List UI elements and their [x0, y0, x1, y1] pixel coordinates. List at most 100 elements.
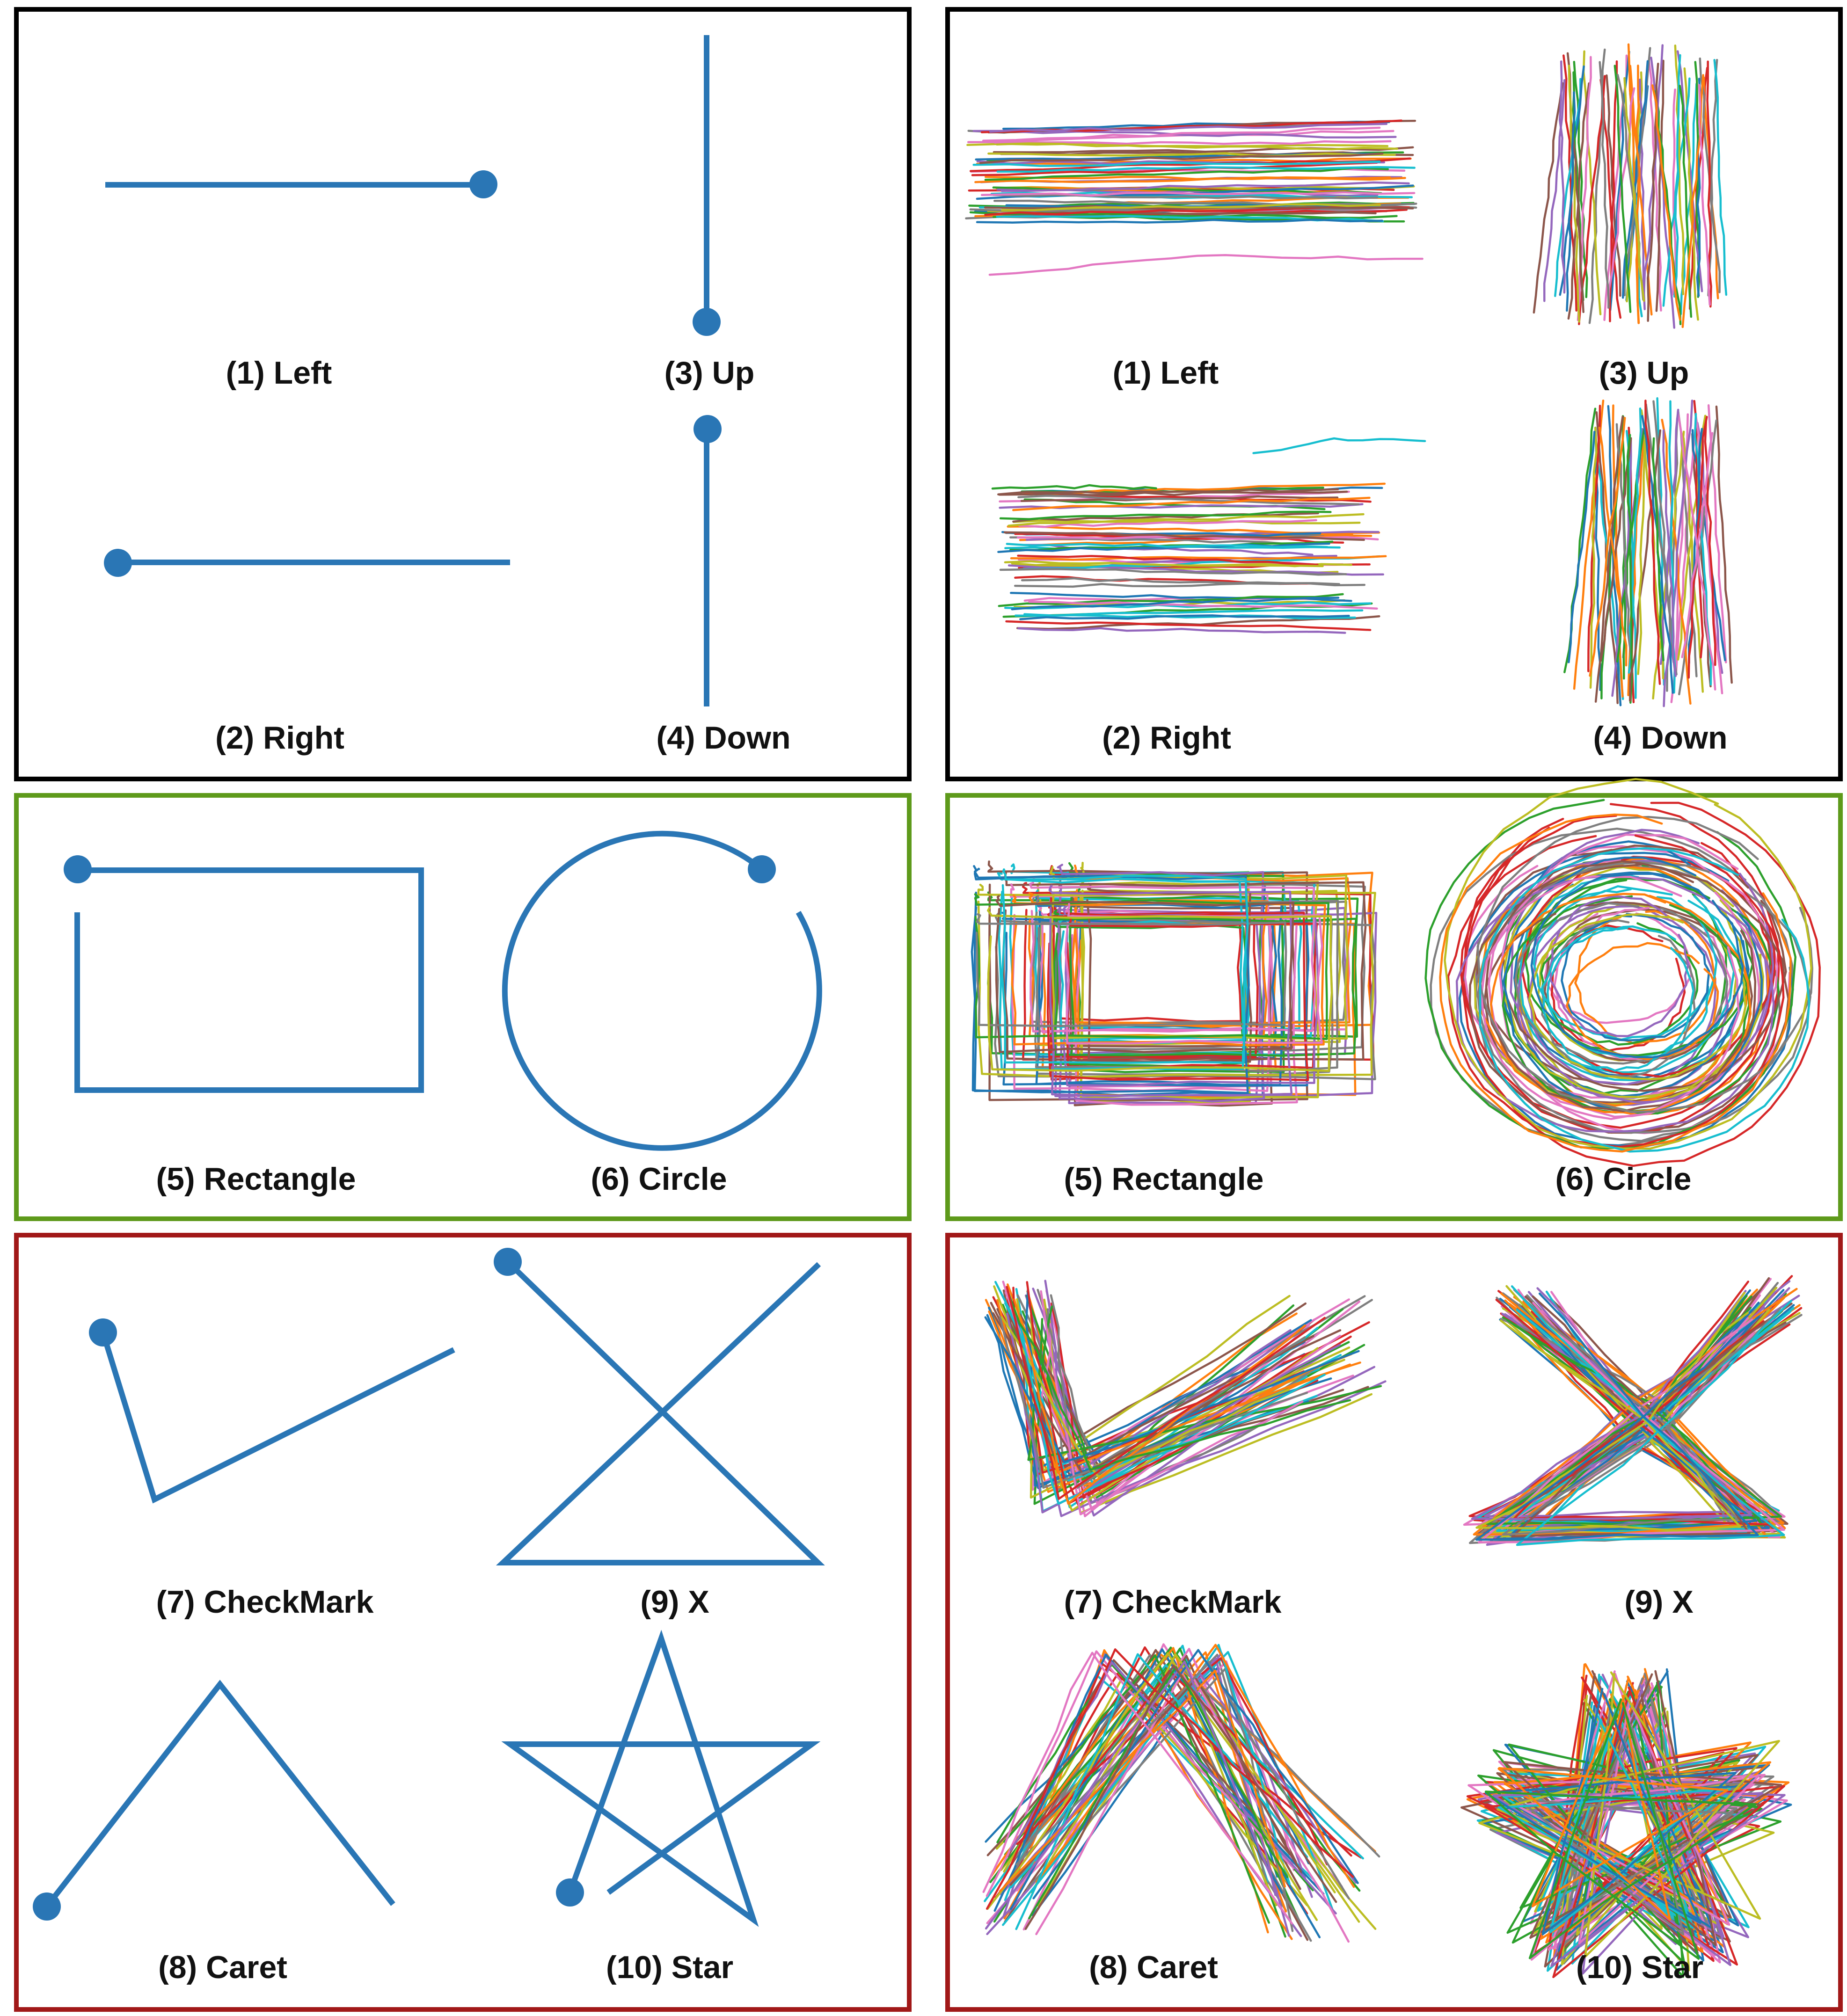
trace-rectangle	[975, 913, 1287, 1027]
trace-x	[1477, 1302, 1785, 1543]
user-traces	[965, 43, 1821, 1979]
template-down-start-dot	[694, 415, 722, 443]
trace-left	[972, 130, 1397, 138]
trace-left	[993, 199, 1417, 206]
label-x-traces: (9) X	[1624, 1584, 1693, 1620]
trace-caret	[1003, 1654, 1270, 1924]
trace-circle	[1479, 847, 1810, 1153]
trace-up	[1577, 56, 1592, 321]
trace-down	[1661, 419, 1692, 705]
label-caret-template: (8) Caret	[158, 1950, 287, 1985]
trace-left	[972, 160, 1381, 167]
trace-rectangle	[1029, 876, 1316, 1033]
trace-right	[1003, 531, 1365, 541]
trace-right	[1009, 540, 1334, 551]
trace-up	[1568, 65, 1580, 323]
trace-left	[995, 142, 1398, 151]
trace-checkmark	[992, 1312, 1342, 1476]
label-down-traces: (4) Down	[1593, 720, 1727, 756]
trace-right	[1010, 555, 1387, 561]
trace-circle	[1533, 888, 1718, 1041]
trace-right	[998, 490, 1348, 496]
trace-rectangle	[971, 865, 1250, 1094]
label-up-template: (3) Up	[664, 355, 755, 391]
template-x-start-dot	[494, 1248, 522, 1276]
trace-circle	[1480, 875, 1740, 1120]
trace-right	[1012, 496, 1371, 511]
trace-left	[996, 181, 1410, 192]
template-left-start-dot	[469, 170, 497, 198]
template-panel-complex	[14, 1233, 912, 2012]
trace-circle	[1519, 873, 1735, 1074]
trace-left	[982, 126, 1381, 142]
trace-down	[1599, 437, 1632, 662]
trace-rectangle	[1009, 863, 1287, 1056]
trace-left	[989, 123, 1388, 133]
trace-rectangle	[974, 893, 1330, 1040]
trace-down	[1681, 432, 1714, 658]
label-circle-template: (6) Circle	[591, 1161, 727, 1197]
label-rectangle-traces: (5) Rectangle	[1064, 1161, 1264, 1197]
trace-left	[976, 157, 1412, 165]
trace-circle	[1459, 852, 1794, 1148]
label-left-traces: (1) Left	[1113, 355, 1219, 391]
trace-down	[1589, 417, 1626, 677]
trace-up	[1613, 65, 1632, 313]
trace-right	[1004, 560, 1324, 568]
template-panel-shapes	[14, 793, 912, 1221]
trace-up	[1672, 88, 1677, 296]
trace-circle	[1485, 860, 1757, 1113]
trace-circle	[1439, 813, 1792, 1153]
trace-circle	[1502, 856, 1763, 1113]
trace-checkmark	[986, 1314, 1312, 1490]
trace-caret	[985, 1660, 1290, 1937]
trace-circle	[1549, 895, 1690, 1037]
label-left-template: (1) Left	[226, 355, 332, 391]
trace-rectangle	[1022, 882, 1375, 1061]
trace-up	[1676, 50, 1703, 292]
trace-caret	[1024, 1664, 1337, 1930]
label-checkmark-traces: (7) CheckMark	[1064, 1584, 1282, 1620]
trace-panel-complex	[945, 1233, 1843, 2012]
trace-rectangle	[1046, 906, 1309, 1081]
trace-left	[993, 140, 1392, 145]
trace-up	[1707, 58, 1718, 297]
label-checkmark-template: (7) CheckMark	[156, 1584, 374, 1620]
trace-circle	[1461, 801, 1821, 1167]
trace-x	[1475, 1292, 1760, 1541]
label-caret-traces: (8) Caret	[1089, 1950, 1218, 1985]
trace-caret	[993, 1653, 1325, 1912]
trace-star	[1498, 1695, 1729, 1921]
trace-up	[1621, 60, 1649, 299]
template-caret-stroke	[44, 1680, 395, 1908]
label-star-template: (10) Star	[606, 1950, 733, 1985]
trace-checkmark	[1040, 1290, 1304, 1515]
trace-up	[1543, 79, 1566, 302]
trace-right	[1019, 614, 1350, 620]
trace-up	[1573, 60, 1588, 298]
trace-up	[1713, 59, 1728, 296]
trace-checkmark	[1031, 1298, 1350, 1491]
trace-up	[1679, 85, 1693, 318]
trace-rectangle	[997, 872, 1245, 1070]
trace-checkmark	[1018, 1312, 1326, 1505]
trace-checkmark	[1027, 1305, 1382, 1461]
trace-up	[1599, 61, 1610, 309]
trace-rectangle	[1002, 871, 1367, 1063]
trace-circle	[1455, 874, 1775, 1133]
trace-up	[1578, 75, 1606, 326]
trace-down	[1589, 427, 1598, 689]
template-circle-stroke	[502, 830, 822, 1151]
trace-up	[1562, 54, 1577, 312]
trace-left	[979, 152, 1384, 164]
trace-left	[988, 254, 1424, 276]
trace-up	[1698, 84, 1711, 306]
trace-right	[1004, 601, 1372, 610]
label-circle-traces: (6) Circle	[1555, 1161, 1692, 1197]
trace-left	[987, 152, 1396, 157]
trace-rectangle	[987, 907, 1333, 1072]
trace-right	[1011, 597, 1340, 611]
template-rectangle-stroke	[74, 867, 424, 1093]
trace-caret	[1007, 1659, 1291, 1858]
trace-checkmark	[999, 1316, 1308, 1489]
